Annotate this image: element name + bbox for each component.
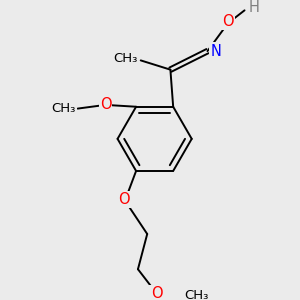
Text: N: N xyxy=(210,44,221,59)
Text: CH₃: CH₃ xyxy=(114,52,138,65)
Text: O: O xyxy=(100,98,111,112)
Text: O: O xyxy=(152,286,163,300)
Text: CH₃: CH₃ xyxy=(52,102,76,115)
Text: H: H xyxy=(248,0,259,15)
Text: O: O xyxy=(222,14,234,29)
Text: O: O xyxy=(118,192,130,207)
Text: CH₃: CH₃ xyxy=(184,289,209,300)
